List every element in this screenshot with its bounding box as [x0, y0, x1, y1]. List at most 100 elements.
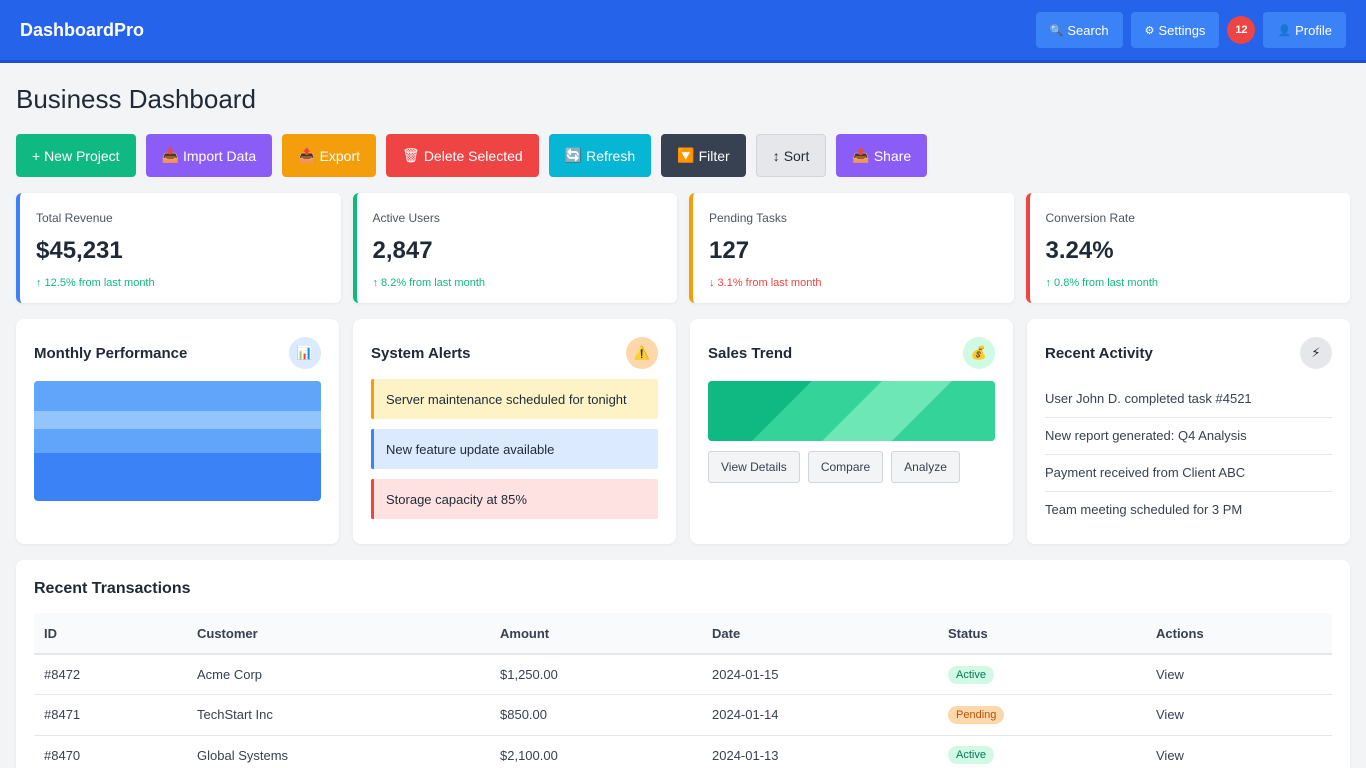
search-icon: 🔍 [1049, 24, 1064, 37]
alert-storage[interactable]: Storage capacity at 85% [371, 479, 658, 519]
panel-title: Recent Transactions [34, 580, 191, 597]
brand-logo[interactable]: DashboardPro [20, 19, 145, 40]
column-header-actions: Actions [1146, 613, 1332, 655]
stat-label: Active Users [372, 211, 440, 225]
stat-label: Total Revenue [36, 211, 113, 225]
compare-button[interactable]: Compare [807, 451, 884, 483]
card-header: System Alerts ⚠️ [371, 337, 658, 369]
notification-badge[interactable]: 12 [1227, 16, 1256, 44]
sales-trend-stripes [708, 381, 995, 441]
column-header-date[interactable]: Date [702, 613, 938, 655]
card-header: Monthly Performance 📊 [34, 337, 321, 369]
status-badge: Pending [948, 705, 1005, 724]
table-row: #8472 Acme Corp $1,250.00 2024-01-15 Act… [34, 654, 1332, 695]
sales-trend-graphic [708, 381, 995, 441]
lightning-icon: ⚡ [1300, 337, 1332, 369]
analyze-button[interactable]: Analyze [891, 451, 960, 483]
sales-trend-card: Sales Trend 💰 View Details Compare Analy… [690, 319, 1013, 544]
cell-id: #8471 [34, 694, 187, 736]
stat-change: ↑ 0.8% from last month [1045, 277, 1159, 289]
cell-amount: $850.00 [490, 694, 702, 736]
sort-button[interactable]: ↕ Sort [755, 134, 827, 177]
view-details-button[interactable]: View Details [708, 451, 800, 483]
card-title: Sales Trend [708, 344, 793, 362]
cell-status: Pending [938, 694, 1146, 736]
stat-card-active-users: Active Users 2,847 ↑ 8.2% from last mont… [352, 193, 677, 303]
refresh-icon: 🔄 [564, 147, 583, 163]
bar-chart-icon: 📊 [289, 337, 321, 369]
delete-selected-label: Delete Selected [423, 147, 523, 164]
column-header-id[interactable]: ID [34, 613, 187, 655]
gear-icon: ⚙ [1144, 24, 1155, 37]
recent-transactions-panel: Recent Transactions ID Customer Amount D… [16, 560, 1350, 768]
performance-band [34, 381, 321, 411]
view-link[interactable]: View [1146, 735, 1332, 768]
performance-band [34, 411, 321, 429]
settings-label: Settings [1158, 22, 1206, 38]
stat-change: ↑ 12.5% from last month [36, 277, 155, 289]
alert-feature-update[interactable]: New feature update available [371, 429, 658, 469]
sort-icon: ↕ [772, 147, 780, 164]
user-icon: 👤 [1277, 24, 1292, 37]
delete-selected-button[interactable]: 🗑 Delete Selected [386, 134, 539, 177]
monthly-performance-card: Monthly Performance 📊 [16, 319, 339, 544]
top-actions: 🔍 Search ⚙ Settings 12 👤 Profile [1035, 12, 1346, 48]
share-icon: 📤 [852, 147, 870, 163]
cell-customer: Global Systems [187, 735, 490, 768]
card-header: Recent Activity ⚡ [1045, 337, 1332, 369]
cell-id: #8470 [34, 735, 187, 768]
filter-button[interactable]: 🔽 Filter [661, 134, 746, 177]
export-button[interactable]: 📤 Export [282, 134, 377, 177]
view-link[interactable]: View [1146, 694, 1332, 736]
share-button[interactable]: 📤 Share [836, 134, 928, 177]
activity-item[interactable]: New report generated: Q4 Analysis [1045, 418, 1332, 455]
stat-card-conversion-rate: Conversion Rate 3.24% ↑ 0.8% from last m… [1025, 193, 1350, 303]
refresh-button[interactable]: 🔄 Refresh [548, 134, 652, 177]
column-header-status[interactable]: Status [938, 613, 1146, 655]
top-navbar: DashboardPro 🔍 Search ⚙ Settings 12 👤 Profi… [0, 0, 1366, 63]
cell-status: Active [938, 735, 1146, 768]
stat-change: ↑ 8.2% from last month [372, 277, 486, 289]
stat-value: 127 [709, 237, 750, 264]
table-header-row: ID Customer Amount Date Status Actions [34, 613, 1332, 655]
new-project-button[interactable]: + New Project [16, 134, 136, 177]
activity-item[interactable]: Payment received from Client ABC [1045, 455, 1332, 492]
stat-value: 2,847 [372, 237, 433, 264]
settings-button[interactable]: ⚙ Settings [1130, 12, 1220, 48]
alert-maintenance[interactable]: Server maintenance scheduled for tonight [371, 379, 658, 419]
filter-label: Filter [698, 147, 730, 164]
trash-icon: 🗑 [402, 147, 420, 163]
card-title: Monthly Performance [34, 344, 188, 362]
warning-icon: ⚠️ [626, 337, 658, 369]
stats-row: Total Revenue $45,231 ↑ 12.5% from last … [16, 193, 1350, 303]
cell-amount: $2,100.00 [490, 735, 702, 768]
status-badge: Active [948, 746, 994, 765]
activity-item[interactable]: User John D. completed task #4521 [1045, 381, 1332, 418]
filter-icon: 🔽 [677, 147, 695, 163]
cell-customer: Acme Corp [187, 654, 490, 695]
action-toolbar: + New Project 📥 Import Data 📤 Export 🗑 Dele… [16, 134, 1350, 177]
import-data-button[interactable]: 📥 Import Data [145, 134, 273, 177]
refresh-label: Refresh [586, 147, 636, 164]
stat-label: Pending Tasks [709, 211, 787, 225]
activity-item[interactable]: Team meeting scheduled for 3 PM [1045, 502, 1243, 517]
cell-status: Active [938, 654, 1146, 695]
search-label: Search [1067, 22, 1109, 38]
column-header-amount[interactable]: Amount [490, 613, 702, 655]
profile-button[interactable]: 👤 Profile [1263, 12, 1346, 48]
cell-customer: TechStart Inc [187, 694, 490, 736]
cell-date: 2024-01-13 [702, 735, 938, 768]
performance-graphic [34, 381, 321, 501]
cell-date: 2024-01-14 [702, 694, 938, 736]
stat-value: 3.24% [1045, 237, 1114, 264]
cell-amount: $1,250.00 [490, 654, 702, 695]
stat-value: $45,231 [36, 237, 123, 264]
view-link[interactable]: View [1146, 654, 1332, 695]
card-title: System Alerts [371, 344, 471, 362]
cell-date: 2024-01-15 [702, 654, 938, 695]
column-header-customer[interactable]: Customer [187, 613, 490, 655]
card-title: Recent Activity [1045, 344, 1153, 362]
status-badge: Active [948, 665, 994, 684]
search-button[interactable]: 🔍 Search [1035, 12, 1123, 48]
profile-label: Profile [1295, 22, 1332, 38]
